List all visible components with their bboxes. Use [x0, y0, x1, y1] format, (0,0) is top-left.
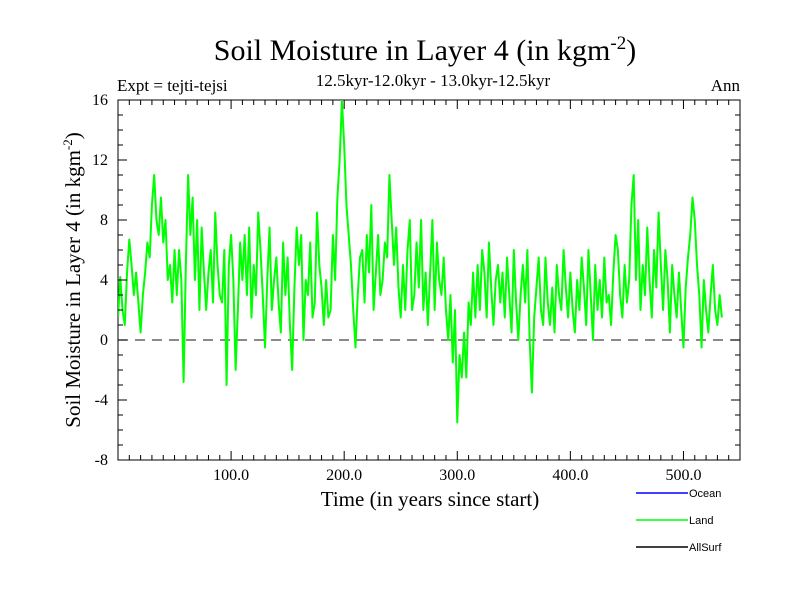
x-tick-label-100: 100.0 [213, 467, 249, 484]
legend-label-land: Land [689, 515, 713, 527]
y-axis-ticks: -8 -4 0 4 8 12 16 [92, 92, 740, 469]
y-tick-label-0: 0 [100, 332, 108, 349]
x-tick-label-300: 300.0 [439, 467, 475, 484]
season-label: Ann [711, 76, 741, 95]
legend-label-allsurf: AllSurf [689, 542, 722, 554]
y-tick-label-8: 8 [100, 212, 108, 229]
y-tick-label--4: -4 [95, 392, 108, 409]
legend-label-ocean: Ocean [689, 488, 721, 500]
chart-title-superscript: -2 [610, 33, 626, 54]
y-tick-label-12: 12 [92, 152, 108, 169]
y-axis-label-close: ) [61, 132, 85, 139]
x-axis-ticks: 100.0 200.0 300.0 400.0 500.0 [128, 100, 730, 484]
experiment-label: Expt = tejti-tejsi [117, 76, 228, 95]
legend: Ocean Land AllSurf [636, 488, 722, 554]
chart-title-close: ) [626, 34, 636, 67]
chart-subtitle: 12.5kyr-12.0kyr - 13.0kyr-12.5kyr [316, 71, 551, 90]
x-axis-label: Time (in years since start) [321, 487, 540, 511]
x-tick-label-400: 400.0 [552, 467, 588, 484]
y-tick-label--8: -8 [95, 452, 108, 469]
y-axis-label-superscript: -2 [60, 139, 75, 150]
y-tick-label-16: 16 [92, 92, 108, 109]
chart-title: Soil Moisture in Layer 4 (in kgm-2) [214, 33, 636, 67]
x-tick-label-200: 200.0 [326, 467, 362, 484]
series-line-land [118, 100, 723, 424]
y-axis-label: Soil Moisture in Layer 4 (in kgm-2) [60, 132, 85, 427]
x-tick-label-500: 500.0 [665, 467, 701, 484]
y-tick-label-4: 4 [100, 272, 108, 289]
